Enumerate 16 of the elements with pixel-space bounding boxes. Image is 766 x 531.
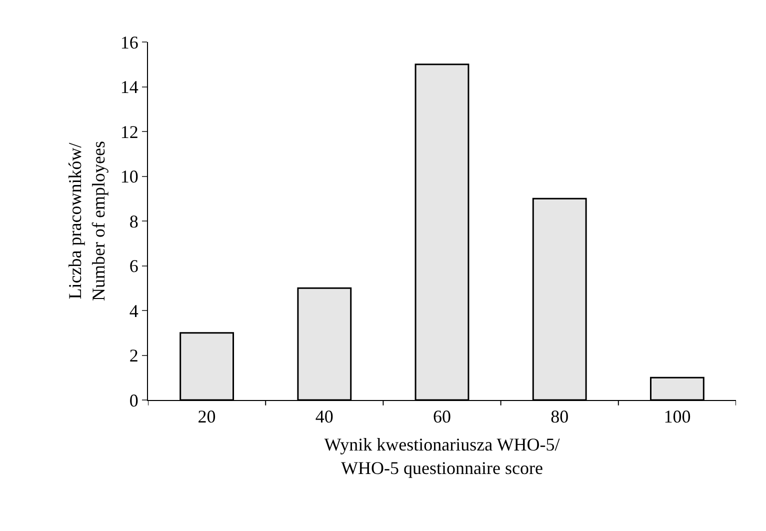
y-tick-label: 0 (129, 390, 138, 410)
y-tick-label: 6 (129, 256, 138, 276)
y-tick-label: 16 (120, 32, 138, 52)
y-tick-label: 12 (120, 122, 138, 142)
x-tick-label: 40 (315, 406, 334, 427)
x-tick-label: 100 (664, 406, 691, 427)
y-tick-label: 14 (120, 77, 138, 98)
y-axis-title: Liczba pracowników/ Number of employees (65, 141, 109, 301)
y-tick-label: 2 (129, 346, 138, 366)
y-tick-label: 4 (129, 300, 138, 321)
y-tick-label: 10 (120, 166, 138, 187)
x-axis-title: Wynik kwestionariusza WHO-5/ WHO-5 questionnaire score (324, 434, 560, 478)
y-tick-label: 8 (129, 211, 138, 232)
x-tick-label: 80 (550, 406, 569, 427)
x-tick-label: 20 (198, 406, 216, 427)
x-tick-label: 60 (433, 406, 451, 427)
